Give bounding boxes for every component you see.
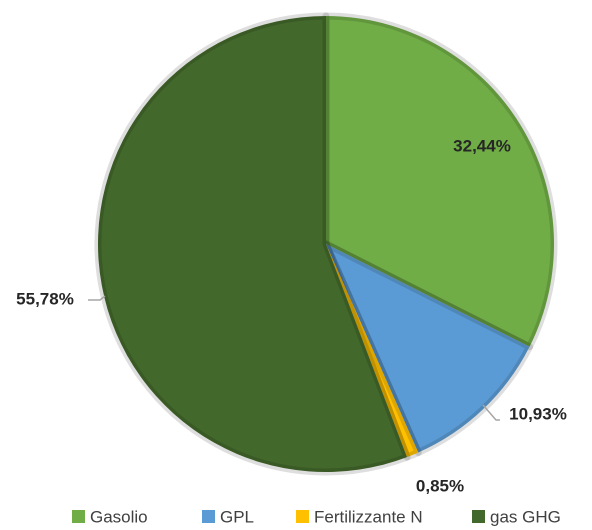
- data-label: 10,93%: [509, 404, 567, 423]
- legend-label: gas GHG: [490, 507, 561, 526]
- pie-slice: [322, 240, 534, 457]
- pie-slice: [94, 12, 411, 476]
- legend-label: Gasolio: [90, 507, 148, 526]
- leader-line: [88, 295, 106, 301]
- data-label: 0,85%: [416, 476, 464, 495]
- legend-swatch: [72, 510, 85, 523]
- pie-slice: [322, 240, 422, 461]
- pie-slice: [322, 12, 558, 351]
- leader-line: [482, 404, 500, 421]
- legend-swatch: [202, 510, 215, 523]
- data-label: 55,78%: [16, 289, 74, 308]
- data-label: 32,44%: [453, 136, 511, 155]
- legend-swatch: [472, 510, 485, 523]
- legend-label: Fertilizzante N: [314, 507, 423, 526]
- legend-label: GPL: [220, 507, 254, 526]
- legend-swatch: [296, 510, 309, 523]
